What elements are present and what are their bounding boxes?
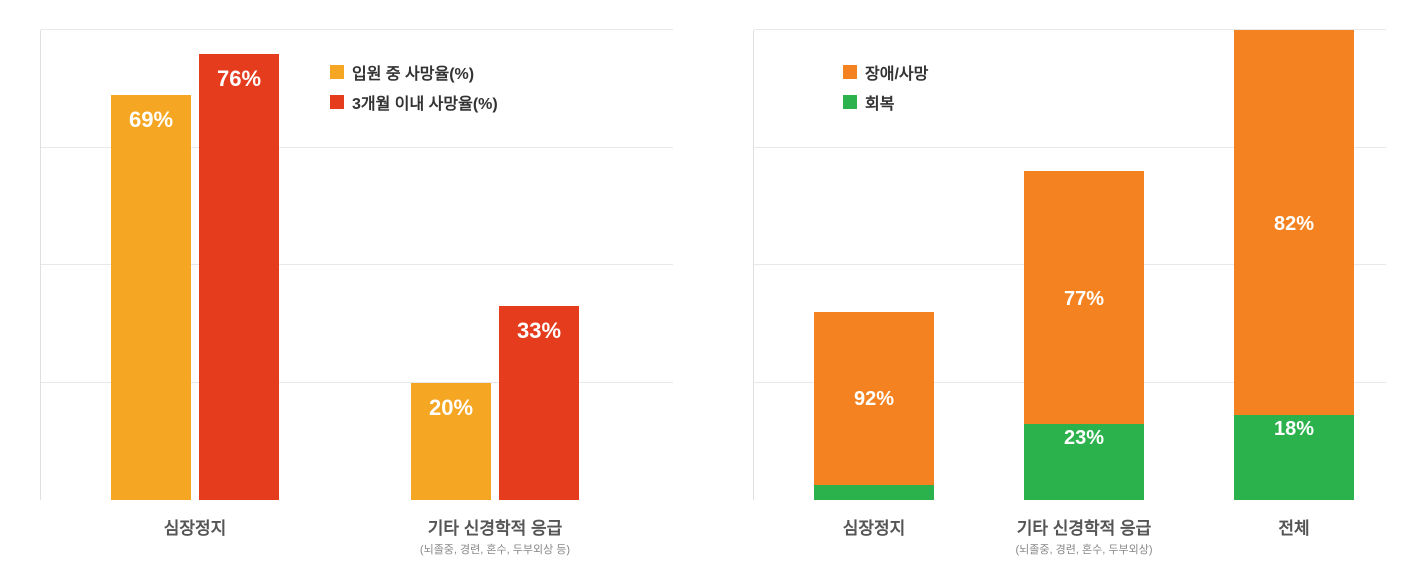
legend-item: 3개월 이내 사망율(%) <box>330 90 498 114</box>
left-chart-panel: 69% 76% 심장정지 20% 33% 기타 신경학적 응급 (뇌졸중, 경련, 혼수, … <box>0 0 713 585</box>
bar-segment: 92% <box>814 312 934 485</box>
right-legend: 장애/사망회복 <box>843 60 928 120</box>
segment-value-label: 23% <box>1024 427 1144 450</box>
x-axis-label: 심장정지 <box>111 514 279 539</box>
bar-value-label: 76% <box>199 66 279 92</box>
bar: 33% <box>499 306 579 500</box>
segment-value-label: 92% <box>814 388 934 411</box>
bar-segment: 82% <box>1234 30 1354 415</box>
stacked-bar: 18% 82% <box>1234 30 1354 500</box>
x-axis-label-text: 기타 신경학적 응급 <box>1017 519 1152 538</box>
left-legend: 입원 중 사망율(%) 3개월 이내 사망율(%) <box>330 60 498 120</box>
legend-label: 회복 <box>865 90 894 114</box>
x-axis-sublabel: (뇌졸중, 경련, 혼수, 두부외상 등) <box>411 541 579 557</box>
legend-item: 입원 중 사망율(%) <box>330 60 498 84</box>
stacked-bar: 8% 92% <box>814 312 934 500</box>
bar-segment: 18% <box>1234 415 1354 500</box>
x-axis-label-text: 전체 <box>1278 519 1309 538</box>
segment-value-label: 82% <box>1234 213 1354 236</box>
bar: 69% <box>111 95 191 500</box>
bar-segment: 23% <box>1024 424 1144 500</box>
x-axis-label-text: 심장정지 <box>164 519 227 538</box>
bar-value-label: 20% <box>411 395 491 421</box>
gridline <box>41 29 673 30</box>
x-axis-label-text: 기타 신경학적 응급 <box>428 519 563 538</box>
legend-label: 입원 중 사망율(%) <box>352 60 474 84</box>
right-chart-panel: 8% 92% 심장정지 23% 77% 기타 신경학적 응급 (뇌졸중, 경련, 혼수, 두… <box>713 0 1426 585</box>
x-axis-label: 기타 신경학적 응급 (뇌졸중, 경련, 혼수, 두부외상) <box>984 514 1184 557</box>
x-axis-label-text: 심장정지 <box>843 519 906 538</box>
legend-item: 회복 <box>843 90 928 114</box>
x-axis-label: 기타 신경학적 응급 (뇌졸중, 경련, 혼수, 두부외상 등) <box>411 514 579 557</box>
stacked-bar: 23% 77% <box>1024 171 1144 500</box>
legend-swatch <box>843 65 857 79</box>
legend-item: 장애/사망 <box>843 60 928 84</box>
bar-value-label: 33% <box>499 318 579 344</box>
bar: 20% <box>411 383 491 501</box>
legend-label: 장애/사망 <box>865 60 928 84</box>
x-axis-label: 전체 <box>1194 514 1394 539</box>
bar-segment: 77% <box>1024 171 1144 424</box>
x-axis-sublabel: (뇌졸중, 경련, 혼수, 두부외상) <box>984 541 1184 557</box>
legend-label: 3개월 이내 사망율(%) <box>352 90 498 114</box>
segment-value-label: 18% <box>1234 418 1354 441</box>
legend-swatch <box>843 95 857 109</box>
legend-swatch <box>330 95 344 109</box>
x-axis-label: 심장정지 <box>774 514 974 539</box>
bar-value-label: 69% <box>111 107 191 133</box>
bar-segment: 8% <box>814 485 934 500</box>
segment-value-label: 77% <box>1024 288 1144 311</box>
bar: 76% <box>199 54 279 501</box>
legend-swatch <box>330 65 344 79</box>
